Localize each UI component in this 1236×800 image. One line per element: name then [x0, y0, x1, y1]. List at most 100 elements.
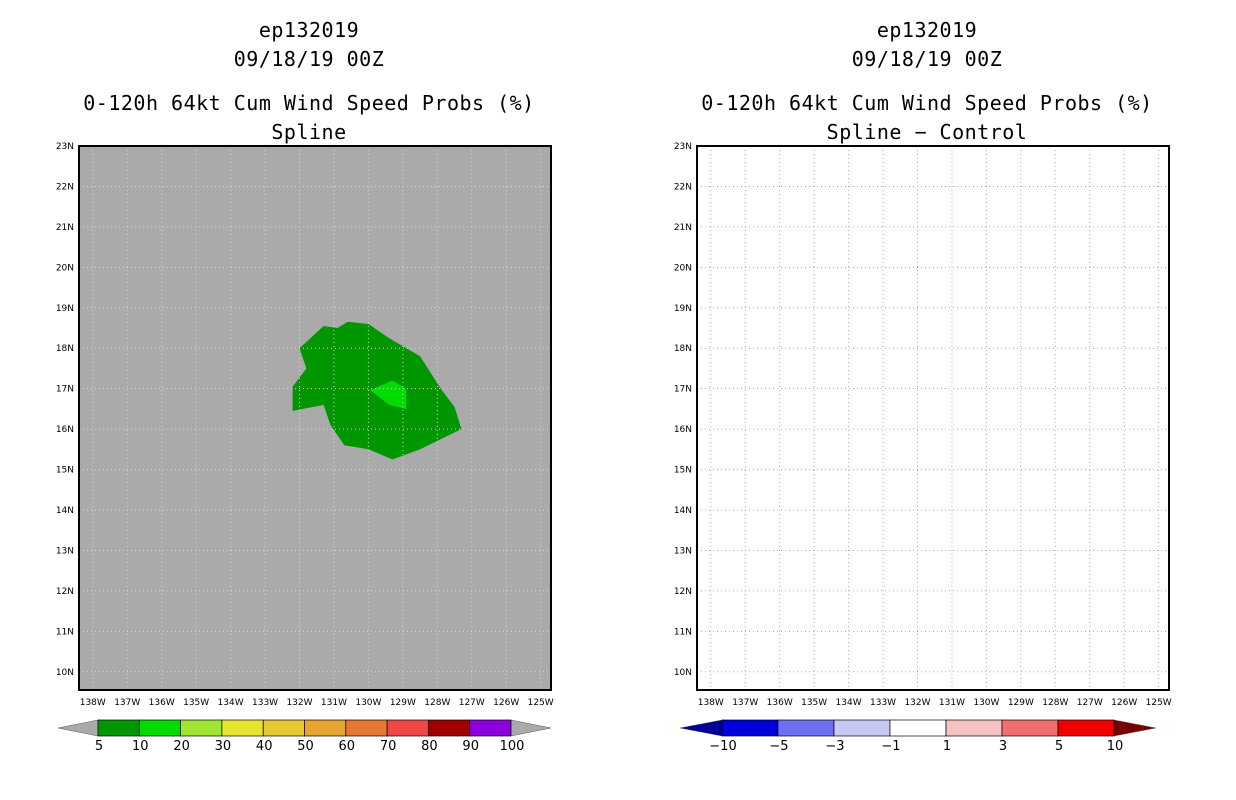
x-tick-label: 137W — [114, 698, 140, 708]
x-tick-label: 125W — [528, 698, 554, 708]
colorbar-segment — [428, 719, 471, 737]
colorbar-label: 70 — [380, 739, 397, 754]
y-tick-label: 10N — [674, 668, 692, 678]
product-title: 0-120h 64kt Cum Wind Speed Probs (%) — [701, 91, 1153, 115]
x-tick-label: 127W — [1077, 698, 1103, 708]
colorbar-label: 50 — [297, 739, 314, 754]
difference-map-chart: 138W 137W 136W 135W 134W 133W 132W 131W 130W 129W… — [674, 142, 1172, 754]
probability-map-chart: 138W 137W 136W 135W 134W 133W 132W 131W 130W 129W… — [56, 142, 554, 754]
y-tick-label: 14N — [56, 506, 74, 516]
x-tick-label: 136W — [149, 698, 175, 708]
x-tick-label: 133W — [870, 698, 896, 708]
x-tick-label: 135W — [801, 698, 827, 708]
y-tick-label: 17N — [674, 385, 692, 395]
y-tick-label: 21N — [56, 223, 74, 233]
y-tick-label: 12N — [56, 587, 74, 597]
x-tick-label: 129W — [390, 698, 416, 708]
colorbar-label: 30 — [215, 739, 232, 754]
x-tick-label: 130W — [355, 698, 381, 708]
x-tick-label: 130W — [973, 698, 999, 708]
x-tick-label: 131W — [321, 698, 347, 708]
x-tick-label: 138W — [80, 698, 106, 708]
colorbar-label: 20 — [173, 739, 190, 754]
colorbar-segment — [721, 719, 779, 737]
colorbar-label: 40 — [256, 739, 273, 754]
y-tick-label: 15N — [674, 466, 692, 476]
y-tick-label: 19N — [56, 304, 74, 314]
colorbar-segment — [469, 719, 512, 737]
y-tick-label: 23N — [56, 142, 74, 152]
panel-subtitle: Spline — [271, 120, 347, 144]
x-tick-label: 128W — [424, 698, 450, 708]
date-title: 09/18/19 00Z — [233, 47, 385, 71]
colorbar-segment — [262, 719, 305, 737]
colorbar-segment — [97, 719, 140, 737]
y-tick-label: 13N — [674, 546, 692, 556]
y-tick-label: 23N — [674, 142, 692, 152]
y-tick-label: 11N — [674, 627, 692, 637]
colorbar-label: 5 — [1055, 739, 1063, 754]
colorbar-label: 80 — [421, 739, 438, 754]
colorbar-segment — [1057, 719, 1115, 737]
storm-id-title: ep132019 — [258, 18, 360, 42]
colorbar-label: 60 — [339, 739, 356, 754]
y-tick-label: 13N — [56, 546, 74, 556]
colorbar-high-arrow — [1113, 719, 1157, 737]
colorbar-segment — [777, 719, 835, 737]
colorbar-segment — [345, 719, 388, 737]
colorbar-segment — [889, 719, 947, 737]
y-tick-label: 14N — [674, 506, 692, 516]
colorbar-low-arrow — [57, 719, 99, 737]
colorbar-low-arrow — [679, 719, 723, 737]
colorbar-label: 3 — [999, 739, 1007, 754]
colorbar-segment — [180, 719, 223, 737]
y-tick-label: 19N — [674, 304, 692, 314]
left-panel: ep132019 09/18/19 00Z 0-120h 64kt Cum Wi… — [56, 18, 554, 754]
x-tick-label: 132W — [904, 698, 930, 708]
colorbar-label: 10 — [132, 739, 149, 754]
colorbar-label: −1 — [881, 739, 900, 754]
colorbar-label: −3 — [825, 739, 844, 754]
x-tick-label: 134W — [836, 698, 862, 708]
y-tick-label: 20N — [56, 263, 74, 273]
colorbar-segment — [304, 719, 347, 737]
colorbar-label: 90 — [462, 739, 479, 754]
colorbar-segment — [833, 719, 891, 737]
colorbar-segment — [138, 719, 181, 737]
x-tick-label: 128W — [1042, 698, 1068, 708]
y-tick-label: 10N — [56, 668, 74, 678]
colorbar-segment — [221, 719, 264, 737]
x-tick-label: 135W — [183, 698, 209, 708]
colorbar-label: 10 — [1107, 739, 1124, 754]
y-tick-label: 15N — [56, 466, 74, 476]
y-tick-label: 17N — [56, 385, 74, 395]
storm-id-title: ep132019 — [876, 18, 978, 42]
product-title: 0-120h 64kt Cum Wind Speed Probs (%) — [83, 91, 535, 115]
colorbar-label: 100 — [500, 739, 525, 754]
y-tick-label: 20N — [674, 263, 692, 273]
y-tick-label: 18N — [674, 344, 692, 354]
x-tick-label: 126W — [1111, 698, 1137, 708]
y-tick-label: 18N — [56, 344, 74, 354]
plot-frame — [78, 145, 552, 691]
plot-area — [697, 146, 1169, 690]
y-tick-label: 22N — [674, 182, 692, 192]
x-tick-label: 131W — [939, 698, 965, 708]
y-tick-label: 16N — [56, 425, 74, 435]
x-tick-label: 129W — [1008, 698, 1034, 708]
plot-area — [79, 146, 551, 690]
x-tick-label: 126W — [493, 698, 519, 708]
y-tick-label: 12N — [674, 587, 692, 597]
colorbar-high-arrow — [510, 719, 552, 737]
y-tick-label: 22N — [56, 182, 74, 192]
panel-subtitle: Spline − Control — [826, 120, 1028, 144]
y-tick-label: 11N — [56, 627, 74, 637]
x-tick-label: 132W — [286, 698, 312, 708]
colorbar-label: 1 — [943, 739, 951, 754]
y-tick-label: 16N — [674, 425, 692, 435]
colorbar-segment — [1001, 719, 1059, 737]
x-tick-label: 138W — [698, 698, 724, 708]
x-tick-label: 133W — [252, 698, 278, 708]
x-tick-label: 125W — [1146, 698, 1172, 708]
right-panel: ep132019 09/18/19 00Z 0-120h 64kt Cum Wi… — [618, 0, 1236, 800]
